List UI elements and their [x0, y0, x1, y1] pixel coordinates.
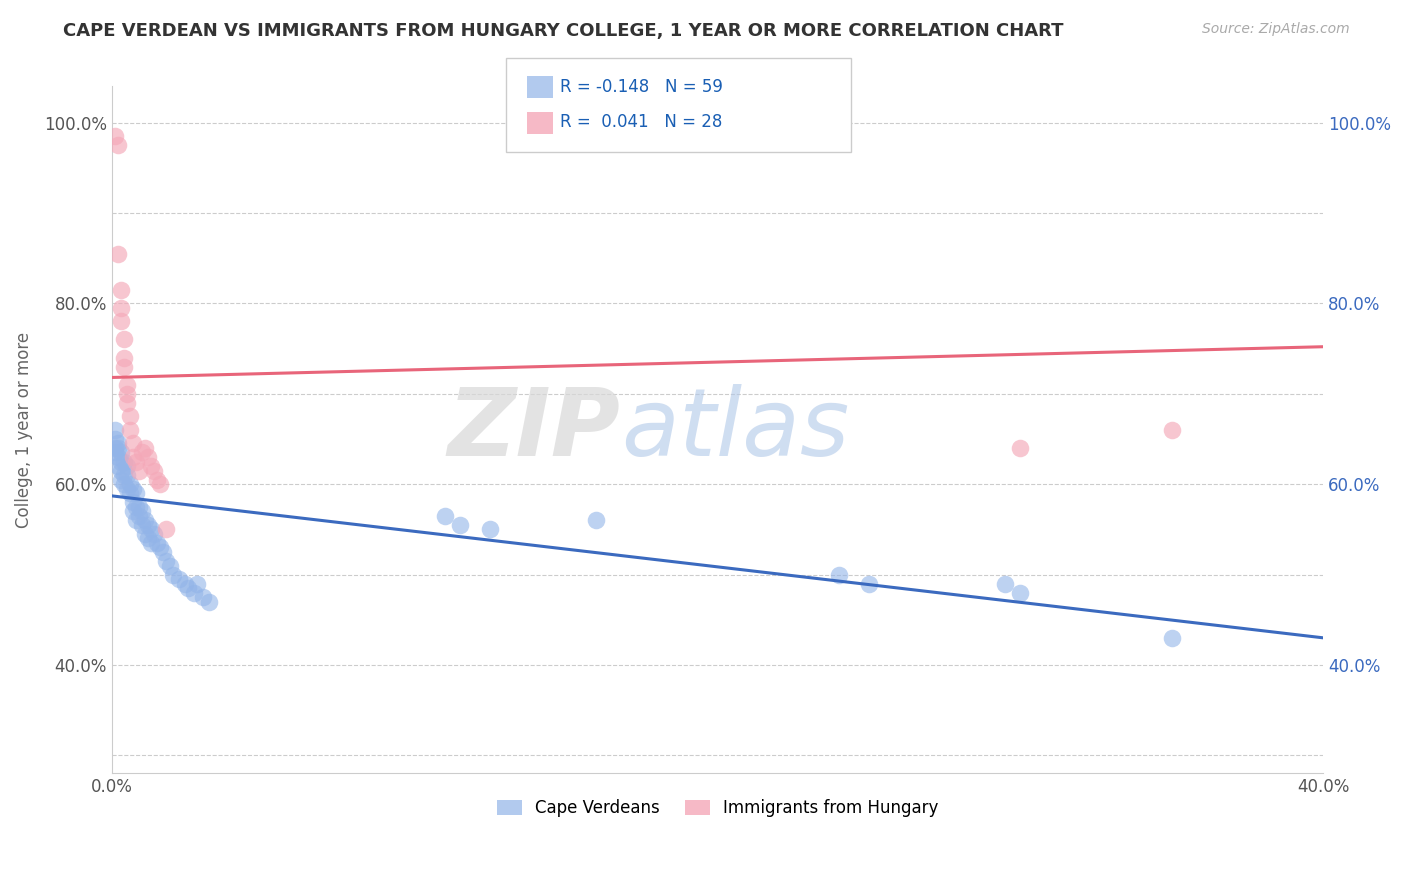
Point	[827, 567, 849, 582]
Point	[186, 576, 208, 591]
Point	[479, 522, 502, 536]
Point	[104, 129, 127, 144]
Point	[1160, 423, 1182, 437]
Point	[122, 482, 145, 496]
Point	[173, 576, 195, 591]
Point	[115, 482, 138, 496]
Point	[141, 458, 163, 473]
Point	[112, 468, 135, 483]
Point	[125, 500, 148, 514]
Point	[131, 504, 153, 518]
Point	[134, 513, 156, 527]
Point	[110, 473, 132, 487]
Point	[104, 441, 127, 455]
Point	[149, 477, 172, 491]
Point	[141, 536, 163, 550]
Point	[858, 576, 880, 591]
Point	[183, 585, 205, 599]
Point	[107, 436, 129, 450]
Point	[128, 500, 150, 514]
Point	[104, 445, 127, 459]
Point	[128, 464, 150, 478]
Legend: Cape Verdeans, Immigrants from Hungary: Cape Verdeans, Immigrants from Hungary	[491, 792, 945, 823]
Point	[122, 436, 145, 450]
Point	[120, 423, 142, 437]
Point	[128, 508, 150, 523]
Point	[122, 450, 145, 464]
Point	[104, 423, 127, 437]
Point	[994, 576, 1017, 591]
Point	[115, 396, 138, 410]
Point	[143, 526, 166, 541]
Point	[131, 517, 153, 532]
Point	[152, 545, 174, 559]
Point	[155, 554, 177, 568]
Point	[136, 517, 159, 532]
Point	[112, 454, 135, 468]
Point	[125, 513, 148, 527]
Point	[434, 508, 457, 523]
Point	[110, 454, 132, 468]
Text: R =  0.041   N = 28: R = 0.041 N = 28	[560, 113, 721, 131]
Point	[107, 246, 129, 260]
Point	[134, 526, 156, 541]
Point	[110, 301, 132, 315]
Text: Source: ZipAtlas.com: Source: ZipAtlas.com	[1202, 22, 1350, 37]
Point	[143, 464, 166, 478]
Point	[131, 445, 153, 459]
Point	[134, 441, 156, 455]
Point	[110, 314, 132, 328]
Point	[107, 450, 129, 464]
Point	[198, 595, 221, 609]
Point	[125, 454, 148, 468]
Point	[176, 581, 198, 595]
Point	[107, 441, 129, 455]
Point	[110, 445, 132, 459]
Text: atlas: atlas	[620, 384, 849, 475]
Point	[122, 495, 145, 509]
Y-axis label: College, 1 year or more: College, 1 year or more	[15, 332, 32, 528]
Point	[112, 351, 135, 365]
Point	[115, 377, 138, 392]
Point	[112, 359, 135, 374]
Point	[155, 522, 177, 536]
Text: ZIP: ZIP	[447, 384, 620, 476]
Point	[115, 386, 138, 401]
Point	[110, 283, 132, 297]
Point	[107, 458, 129, 473]
Point	[1010, 585, 1032, 599]
Point	[112, 333, 135, 347]
Point	[1160, 631, 1182, 645]
Point	[115, 458, 138, 473]
Point	[115, 468, 138, 483]
Point	[120, 477, 142, 491]
Point	[136, 450, 159, 464]
Point	[120, 486, 142, 500]
Point	[112, 477, 135, 491]
Point	[107, 138, 129, 153]
Text: CAPE VERDEAN VS IMMIGRANTS FROM HUNGARY COLLEGE, 1 YEAR OR MORE CORRELATION CHAR: CAPE VERDEAN VS IMMIGRANTS FROM HUNGARY …	[63, 22, 1064, 40]
Point	[149, 541, 172, 555]
Point	[136, 532, 159, 546]
Point	[146, 473, 169, 487]
Point	[449, 517, 471, 532]
Point	[162, 567, 184, 582]
Point	[585, 513, 607, 527]
Point	[191, 590, 214, 604]
Point	[146, 536, 169, 550]
Point	[120, 409, 142, 424]
Text: R = -0.148   N = 59: R = -0.148 N = 59	[560, 78, 723, 95]
Point	[104, 432, 127, 446]
Point	[110, 464, 132, 478]
Point	[141, 522, 163, 536]
Point	[122, 504, 145, 518]
Point	[167, 572, 190, 586]
Point	[125, 486, 148, 500]
Point	[159, 558, 181, 573]
Point	[1010, 441, 1032, 455]
